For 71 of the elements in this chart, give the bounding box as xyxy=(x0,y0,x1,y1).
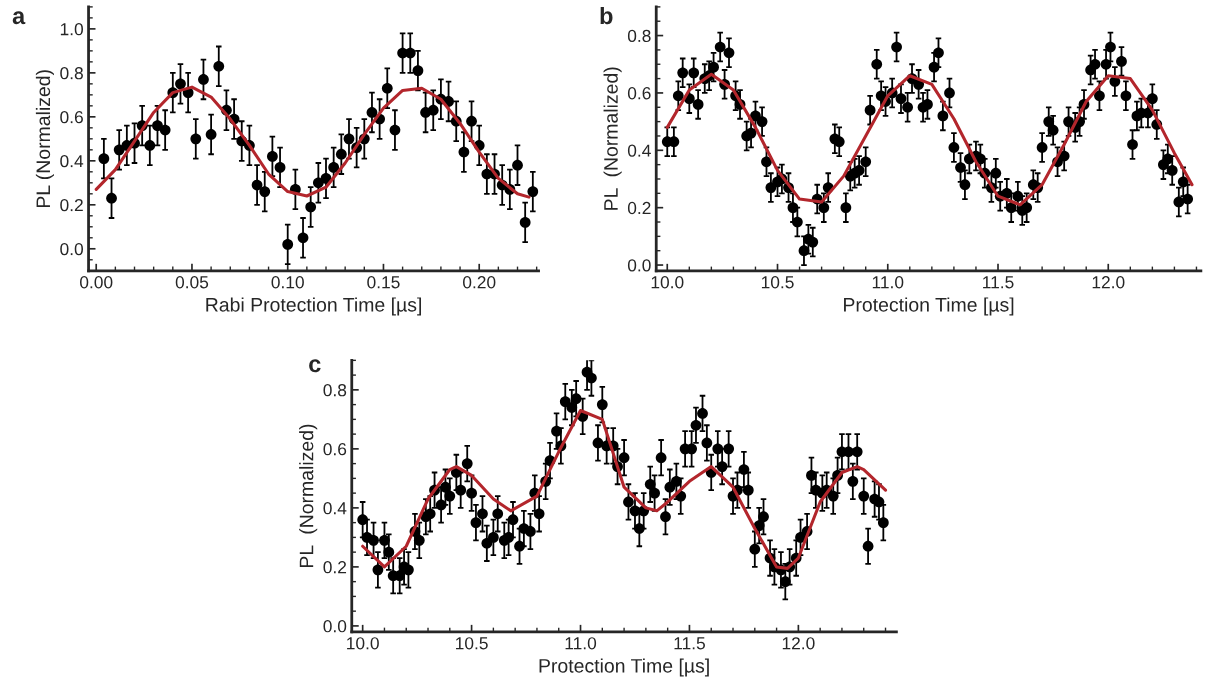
x-tick-label: 10.0 xyxy=(347,637,379,650)
point xyxy=(251,179,263,191)
point xyxy=(152,120,163,132)
x-tick-label: 11.0 xyxy=(565,637,597,650)
point xyxy=(512,159,523,171)
point xyxy=(412,65,424,77)
point xyxy=(343,133,355,145)
x-tick-label: 11.5 xyxy=(983,276,1014,289)
point xyxy=(175,78,186,90)
point xyxy=(259,186,271,197)
x-tick-label: 0.00 xyxy=(79,276,113,289)
y-axis-title: PL (Normalized) xyxy=(603,67,622,210)
point xyxy=(144,140,156,151)
point xyxy=(98,153,110,164)
x-tick-label: 0.20 xyxy=(462,276,496,289)
y-tick-label: 0.8 xyxy=(60,67,83,80)
y-tick-label: 0.4 xyxy=(60,154,84,168)
y-tick-label: 0.0 xyxy=(627,259,651,272)
y-tick-label: 1.0 xyxy=(60,23,84,36)
chart-title: b xyxy=(600,6,613,25)
point xyxy=(312,177,324,189)
y-tick-label: 0.8 xyxy=(627,29,651,43)
y-tick-label: 0.6 xyxy=(627,87,651,100)
x-tick-label: 12.0 xyxy=(782,637,815,650)
point xyxy=(267,151,278,162)
x-tick-label: 10.5 xyxy=(761,276,794,289)
x-axis-title: Protection Time [µs] xyxy=(844,297,1014,316)
x-tick-label: 12.0 xyxy=(1092,276,1125,289)
y-tick-label: 0.6 xyxy=(60,111,83,124)
point xyxy=(335,148,347,160)
point xyxy=(213,60,225,72)
point xyxy=(389,124,401,136)
chart-title: c xyxy=(309,359,321,373)
chart-title: a xyxy=(12,11,26,25)
y-tick-label: 0.4 xyxy=(627,144,651,157)
x-tick-label: 11.5 xyxy=(674,637,705,650)
y-tick-label: 0.6 xyxy=(323,443,347,456)
point xyxy=(519,217,531,228)
y-tick-label: 0.2 xyxy=(60,198,83,212)
y-axis-title: PL (Normalized) xyxy=(299,424,318,568)
point xyxy=(198,74,209,85)
point xyxy=(527,186,539,197)
point xyxy=(366,107,378,118)
y-tick-label: 0.0 xyxy=(60,242,84,256)
point xyxy=(427,104,439,116)
point xyxy=(466,115,477,127)
x-tick-label: 10.5 xyxy=(456,637,488,650)
y-tick-label: 0.0 xyxy=(323,620,347,633)
point xyxy=(297,232,309,244)
point xyxy=(305,201,317,213)
x-tick-label: 0.05 xyxy=(175,276,209,289)
point xyxy=(328,162,340,173)
x-axis-title: Rabi Protection Time [µs] xyxy=(206,297,421,316)
y-tick-label: 0.2 xyxy=(627,201,651,215)
x-tick-label: 0.10 xyxy=(271,276,304,289)
point xyxy=(274,162,286,173)
point xyxy=(381,82,393,94)
y-axis-title: PL (Normalized) xyxy=(35,70,54,208)
y-tick-label: 0.8 xyxy=(323,384,347,397)
x-tick-label: 11.0 xyxy=(872,276,904,289)
x-tick-label: 10.0 xyxy=(651,276,684,289)
point xyxy=(205,129,217,140)
y-tick-label: 0.4 xyxy=(323,502,347,515)
point xyxy=(190,133,202,145)
point xyxy=(282,239,294,250)
y-tick-label: 0.2 xyxy=(323,561,347,574)
point xyxy=(159,124,171,136)
point xyxy=(106,192,117,204)
point xyxy=(458,146,470,158)
x-tick-label: 0.15 xyxy=(367,276,400,289)
x-axis-title: Protection Time [µs] xyxy=(539,658,709,677)
